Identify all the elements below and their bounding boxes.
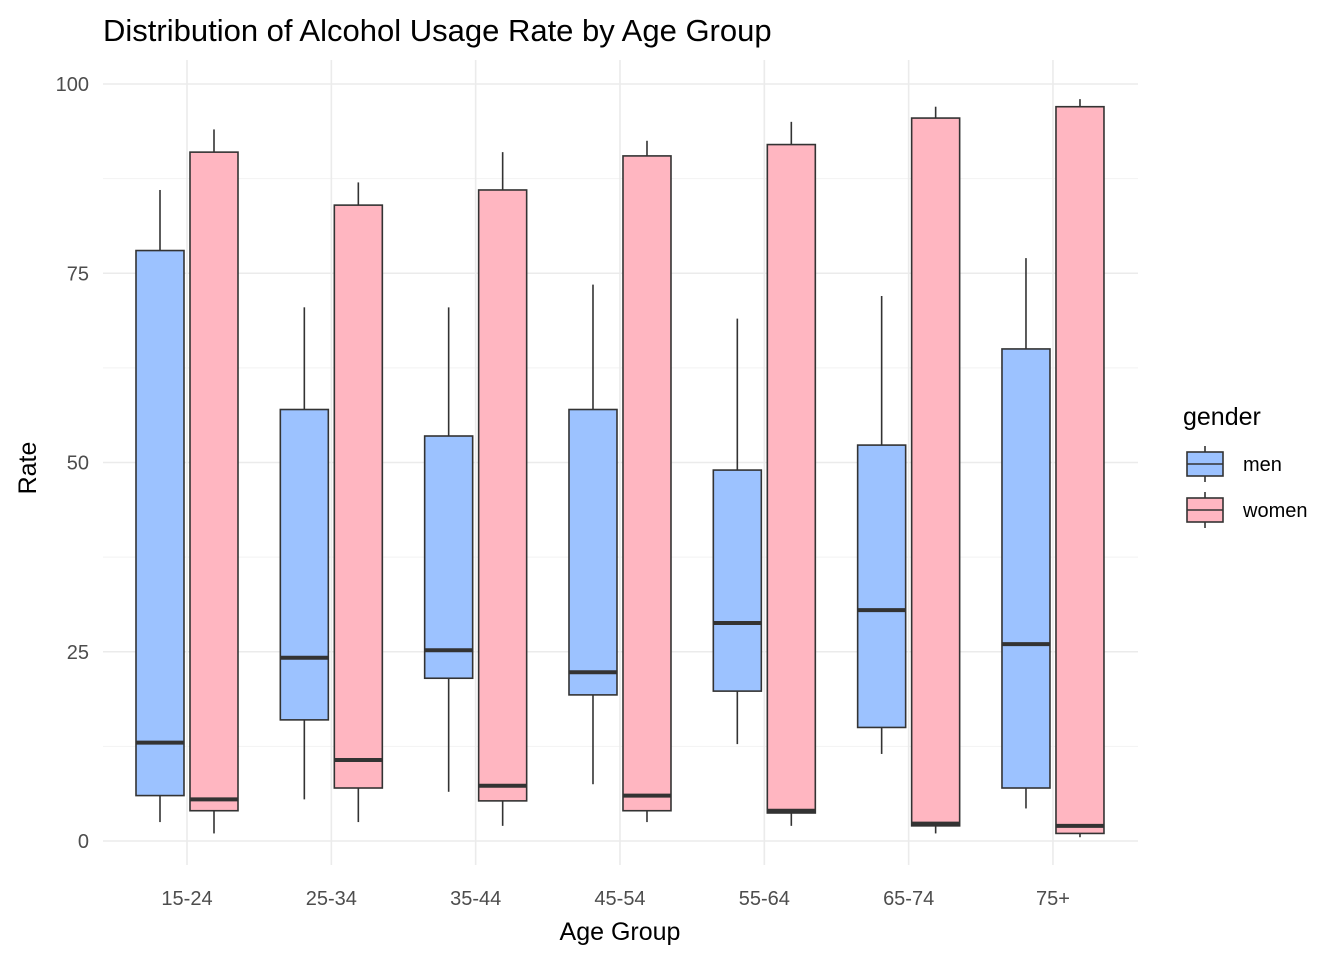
box-men [568, 284, 618, 785]
legend-label: women [1242, 500, 1307, 522]
x-tick-label: 75+ [1036, 888, 1070, 910]
legend-items: men women [1186, 446, 1307, 528]
box-women [189, 129, 239, 834]
legend: gender men women [1183, 403, 1307, 528]
y-tick-label: 75 [67, 263, 89, 285]
box-iqr [1055, 105, 1105, 835]
box-iqr [568, 408, 618, 696]
box-iqr [1001, 348, 1051, 789]
x-tick-label: 15-24 [161, 888, 212, 910]
plot-panel [103, 60, 1138, 865]
legend-item-women: women [1186, 492, 1307, 528]
box-iqr [135, 249, 185, 797]
box-women [622, 140, 672, 823]
y-tick-label: 25 [67, 642, 89, 664]
box-women [910, 106, 961, 834]
y-tick-label: 0 [78, 831, 89, 853]
legend-title: gender [1183, 403, 1261, 431]
box-iqr [622, 155, 672, 812]
box-men [279, 307, 330, 800]
legend-item-men: men [1186, 446, 1282, 482]
box-iqr [279, 408, 330, 721]
legend-label: men [1243, 454, 1282, 476]
box-men [423, 307, 474, 792]
x-axis-ticks: 15-24 25-34 35-44 45-54 55-64 65-74 75+ [161, 888, 1070, 910]
grid-lines [103, 60, 1138, 865]
box-iqr [333, 204, 384, 789]
box-series [135, 99, 1105, 838]
y-axis-ticks: 0 25 50 75 100 [56, 74, 89, 853]
x-tick-label: 55-64 [739, 888, 790, 910]
box-women [1055, 99, 1105, 838]
box-iqr [766, 143, 817, 814]
chart-title: Distribution of Alcohol Usage Rate by Ag… [103, 13, 772, 48]
x-tick-label: 25-34 [306, 888, 357, 910]
box-iqr [712, 469, 763, 692]
y-axis-title: Rate [14, 442, 42, 495]
x-tick-label: 45-54 [594, 888, 645, 910]
box-women [333, 182, 384, 823]
x-tick-label: 65-74 [883, 888, 934, 910]
box-men [1001, 258, 1051, 809]
y-tick-label: 100 [56, 74, 89, 96]
box-iqr [423, 435, 474, 680]
y-tick-label: 50 [67, 453, 89, 475]
box-iqr [856, 444, 907, 729]
box-iqr [910, 117, 961, 827]
x-axis-title: Age Group [560, 918, 681, 946]
box-men [712, 318, 763, 745]
x-tick-label: 35-44 [450, 888, 501, 910]
box-women [766, 121, 817, 826]
box-iqr [189, 151, 239, 812]
box-iqr [477, 189, 528, 802]
box-women [477, 152, 528, 826]
box-men [856, 295, 907, 754]
box-men [135, 189, 185, 823]
